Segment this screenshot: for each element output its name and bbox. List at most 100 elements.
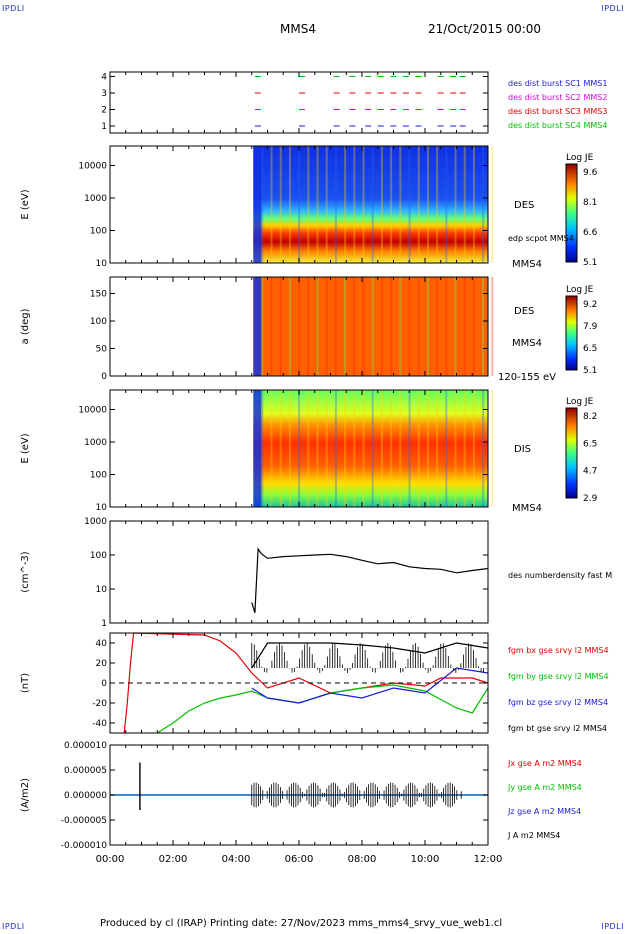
legend-entry: des dist burst SC4 MMS4 [508, 121, 607, 130]
colorbar-tick-label: 6.5 [583, 344, 597, 354]
spectrogram-fill [253, 390, 488, 507]
instrument-label: DES [514, 306, 534, 317]
y-tick-label: -40 [92, 719, 107, 729]
density-series [251, 547, 489, 613]
y-tick-label: 0 [101, 679, 107, 689]
colorbar-frame [565, 163, 578, 263]
footer-credit: Produced by cl (IRAP) Printing date: 27/… [100, 918, 503, 929]
y-tick-label: 10000 [78, 162, 107, 172]
colorbar-tick-label: 6.5 [583, 439, 597, 449]
y-axis-label: E (eV) [20, 189, 31, 219]
fgm-series [251, 667, 489, 704]
spectrogram-stripe [390, 146, 393, 263]
spectrogram-stripe [298, 277, 301, 376]
legend-entry: des numberdensity fast M [508, 571, 612, 580]
legend-entry: des dist burst SC2 MMS2 [508, 93, 607, 102]
spectrogram-fill [253, 146, 488, 263]
spectrogram-stripe [288, 146, 291, 263]
colorbar-tick-label: 8.1 [583, 198, 597, 208]
x-tick-label: 10:00 [411, 854, 440, 865]
spectrogram-stripe [316, 390, 319, 507]
y-tick-label: 1 [101, 122, 107, 132]
colorbar-tick-label: 2.9 [583, 494, 598, 504]
y-axis-label: (A/m2) [20, 778, 31, 812]
y-tick-label: 10 [96, 585, 108, 595]
spectrogram-stripe [482, 390, 485, 507]
spectrogram-stripe [298, 390, 301, 507]
colorbar-frame [565, 295, 578, 371]
legend-entry: fgm bt gse srvy l2 MMS4 [508, 724, 607, 733]
spectrogram-stripe [261, 277, 264, 376]
panel-bottom-label: MMS4 [512, 259, 542, 270]
spectrogram-edge [253, 390, 262, 507]
panel-frame [109, 520, 489, 624]
y-axis-label: (cm^-3) [20, 551, 31, 592]
panel-frame [109, 71, 489, 134]
spectrogram-stripe [362, 277, 365, 376]
spectrogram-stripe [279, 390, 282, 507]
spectrogram-edge [253, 146, 262, 263]
spectrogram-stripe [491, 146, 494, 263]
spectrogram-stripe [380, 277, 383, 376]
legend-entry: Jy gse A m2 MMS4 [507, 783, 582, 792]
spectrogram-stripe [472, 390, 475, 507]
legend-entry: des dist burst SC3 MMS3 [508, 107, 607, 116]
y-tick-label: 100 [90, 317, 107, 327]
spectrogram-stripe [436, 390, 439, 507]
spectrogram-stripe [426, 390, 429, 507]
spectrogram-stripe [371, 390, 374, 507]
y-tick-label: 20 [96, 659, 108, 669]
colorbar-frame [565, 407, 578, 499]
y-tick-label: 40 [96, 639, 108, 649]
spectrogram-stripe [261, 146, 264, 263]
y-tick-label: 1000 [84, 194, 107, 204]
x-tick-label: 08:00 [348, 854, 377, 865]
date-title: 21/Oct/2015 00:00 [428, 22, 542, 36]
spectrogram-stripe [445, 146, 448, 263]
y-tick-label: 0.000000 [64, 791, 107, 801]
spectrogram-stripe [417, 146, 420, 263]
x-tick-label: 06:00 [285, 854, 314, 865]
spectrogram-stripe [325, 146, 328, 263]
spectrogram-stripe [279, 146, 282, 263]
colorbar [566, 164, 577, 262]
legend-entry: fgm bx gse srvy l2 MMS4 [508, 646, 609, 655]
spectrogram-stripe [316, 146, 319, 263]
spectrogram-stripe [334, 146, 337, 263]
colorbar [566, 408, 577, 498]
spectrogram-stripe [380, 390, 383, 507]
y-tick-label: 50 [96, 345, 108, 355]
instrument-label: DES [514, 200, 534, 211]
legend-entry: Jx gse A m2 MMS4 [507, 759, 582, 768]
spectrogram-stripe [380, 146, 383, 263]
fgm-series [156, 684, 489, 734]
y-tick-label: -20 [92, 699, 107, 709]
colorbar-title: Log JE [566, 285, 594, 295]
spectrogram-stripe [463, 390, 466, 507]
fgm-series [251, 642, 489, 669]
spectrogram-stripe [445, 277, 448, 376]
y-axis-label: a (deg) [20, 308, 31, 344]
spectrogram-stripe [436, 146, 439, 263]
legend-entry: des dist burst SC1 MMS1 [508, 79, 607, 88]
spectrogram-stripe [353, 390, 356, 507]
y-tick-label: 100 [90, 551, 107, 561]
panel-bottom-label: 120-155 eV [498, 372, 556, 383]
spectrogram-stripe [307, 146, 310, 263]
spectrogram-stripe [408, 146, 411, 263]
spectrogram-stripe [371, 146, 374, 263]
spectrogram-stripe [298, 146, 301, 263]
colorbar-title: Log JE [566, 397, 594, 407]
spectrogram-stripe [482, 146, 485, 263]
corner-tag-bottom-left: IPDLI [2, 922, 25, 931]
spectrogram-stripe [371, 277, 374, 376]
spectrogram-stripe [426, 277, 429, 376]
spectrogram-stripe [344, 146, 347, 263]
spectrogram-stripe [426, 146, 429, 263]
corner-tag-bottom-right: IPDLI [601, 922, 624, 931]
colorbar-tick-label: 9.2 [583, 300, 597, 310]
colorbar-tick-label: 8.2 [583, 412, 597, 422]
spectrogram-stripe [436, 277, 439, 376]
spectrogram-stripe [334, 390, 337, 507]
y-tick-label: 10000 [78, 406, 107, 416]
